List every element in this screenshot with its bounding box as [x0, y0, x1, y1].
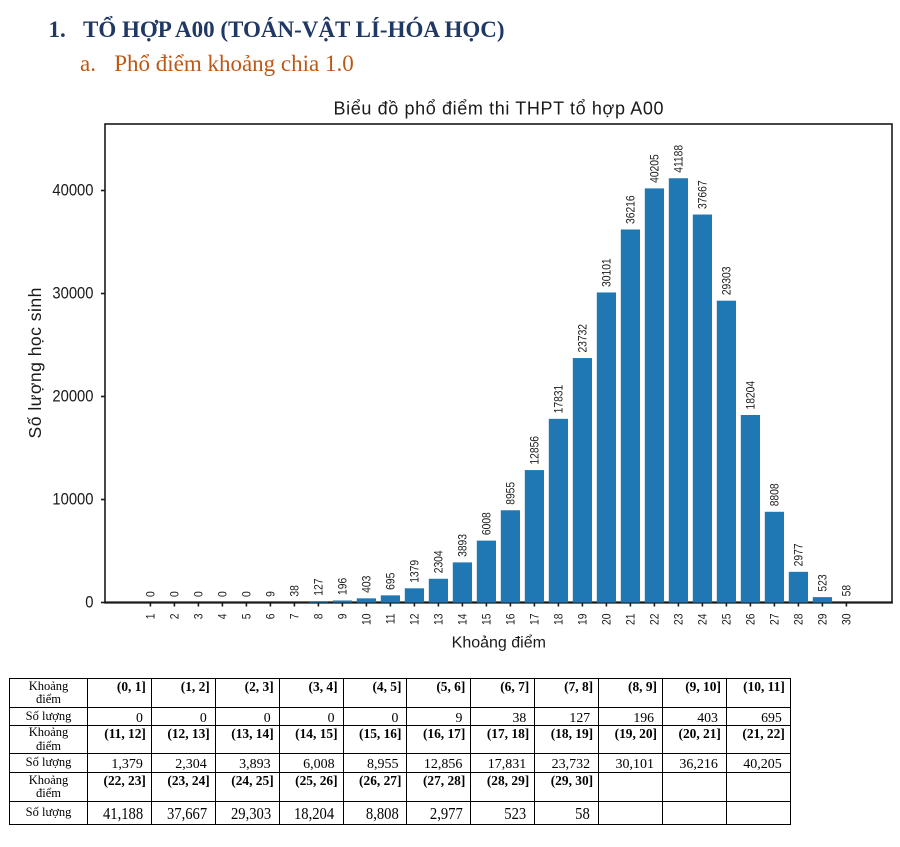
svg-text:41188: 41188 — [673, 145, 686, 173]
svg-text:6: 6 — [265, 614, 278, 620]
svg-text:19: 19 — [577, 614, 590, 625]
svg-text:16: 16 — [505, 614, 518, 625]
svg-text:18204: 18204 — [745, 381, 758, 410]
svg-text:6008: 6008 — [481, 512, 494, 535]
svg-text:5: 5 — [241, 614, 254, 620]
svg-text:30: 30 — [841, 614, 854, 625]
svg-text:0: 0 — [241, 591, 254, 597]
svg-text:21: 21 — [625, 614, 638, 625]
svg-text:1379: 1379 — [409, 560, 422, 583]
svg-text:Khoảng điểm: Khoảng điểm — [452, 634, 546, 652]
svg-text:17831: 17831 — [553, 385, 566, 414]
svg-text:40000: 40000 — [52, 182, 93, 200]
svg-text:Số lượng học sinh: Số lượng học sinh — [25, 287, 45, 438]
svg-text:26: 26 — [745, 614, 758, 625]
svg-text:Biểu đồ phổ điểm thi THPT tổ h: Biểu đồ phổ điểm thi THPT tổ hợp A00 — [333, 98, 664, 118]
svg-text:40205: 40205 — [649, 154, 662, 183]
svg-text:17: 17 — [529, 614, 542, 625]
svg-text:2977: 2977 — [793, 543, 806, 566]
svg-text:18: 18 — [553, 614, 566, 625]
svg-text:3893: 3893 — [457, 534, 470, 557]
svg-text:11: 11 — [385, 614, 398, 625]
svg-text:2: 2 — [169, 614, 182, 620]
svg-text:37667: 37667 — [697, 180, 710, 209]
svg-text:14: 14 — [457, 614, 470, 625]
svg-text:3: 3 — [193, 614, 206, 620]
svg-text:30000: 30000 — [52, 285, 93, 303]
svg-text:0: 0 — [217, 591, 230, 597]
svg-text:29: 29 — [817, 614, 830, 625]
svg-text:30101: 30101 — [601, 258, 614, 287]
svg-text:23: 23 — [673, 614, 686, 625]
svg-text:20: 20 — [601, 614, 614, 625]
svg-text:13: 13 — [433, 614, 446, 625]
svg-text:28: 28 — [793, 614, 806, 625]
svg-text:58: 58 — [841, 585, 854, 596]
svg-text:24: 24 — [697, 614, 710, 625]
svg-text:4: 4 — [217, 614, 230, 620]
svg-text:523: 523 — [817, 574, 830, 591]
svg-text:0: 0 — [193, 591, 206, 597]
svg-text:0: 0 — [169, 591, 182, 597]
svg-text:23732: 23732 — [577, 324, 590, 353]
svg-text:9: 9 — [265, 591, 278, 597]
svg-text:127: 127 — [313, 579, 326, 596]
svg-text:12: 12 — [409, 614, 422, 625]
svg-text:10000: 10000 — [52, 491, 93, 509]
svg-text:25: 25 — [721, 614, 734, 625]
svg-text:2304: 2304 — [433, 550, 446, 573]
svg-text:15: 15 — [481, 614, 494, 625]
svg-text:29303: 29303 — [721, 267, 734, 296]
svg-text:38: 38 — [289, 585, 302, 596]
svg-text:0: 0 — [145, 591, 158, 597]
svg-text:403: 403 — [361, 576, 374, 593]
svg-text:12856: 12856 — [529, 436, 542, 465]
svg-text:196: 196 — [337, 578, 350, 595]
svg-text:1: 1 — [145, 614, 158, 620]
svg-text:36216: 36216 — [625, 195, 638, 224]
svg-text:8955: 8955 — [505, 482, 518, 505]
svg-text:20000: 20000 — [52, 388, 93, 406]
svg-text:9: 9 — [337, 614, 350, 620]
svg-text:8: 8 — [313, 614, 326, 620]
svg-text:0: 0 — [85, 594, 93, 612]
svg-text:7: 7 — [289, 614, 302, 620]
svg-text:10: 10 — [361, 614, 374, 625]
svg-text:695: 695 — [385, 573, 398, 590]
svg-text:8808: 8808 — [769, 483, 782, 506]
svg-text:22: 22 — [649, 614, 662, 625]
svg-text:27: 27 — [769, 614, 782, 625]
